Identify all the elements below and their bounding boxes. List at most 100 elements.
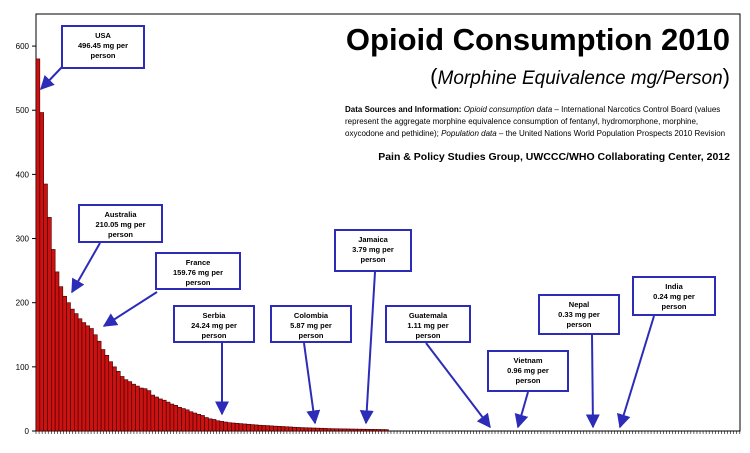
bar bbox=[288, 426, 293, 432]
callout-unit: person bbox=[201, 331, 227, 340]
population-data-text: – the United Nations World Population Pr… bbox=[496, 129, 726, 138]
bar bbox=[315, 427, 320, 432]
callout-country: USA bbox=[95, 31, 111, 40]
consumption-data-label: Opioid consumption data bbox=[463, 105, 553, 114]
y-tick-label: 100 bbox=[16, 363, 30, 372]
callout-arrow bbox=[514, 391, 529, 429]
bar bbox=[365, 428, 370, 432]
bar bbox=[296, 427, 301, 432]
callout-unit: person bbox=[566, 320, 592, 329]
bar bbox=[254, 424, 259, 432]
consumption-data-text: – International Narcotics Control Board … bbox=[345, 105, 721, 138]
bar bbox=[276, 426, 282, 432]
bar bbox=[96, 340, 102, 432]
bar bbox=[185, 409, 190, 432]
callout-unit: person bbox=[90, 51, 116, 60]
callout-country: Nepal bbox=[568, 300, 590, 309]
callout-country: Colombia bbox=[293, 311, 329, 320]
bar bbox=[66, 302, 71, 432]
callout-country: Jamaica bbox=[358, 235, 388, 244]
bar bbox=[330, 428, 336, 432]
callout-arrow bbox=[40, 66, 63, 91]
callout-country: India bbox=[665, 282, 683, 291]
bar bbox=[116, 371, 121, 432]
bar bbox=[227, 422, 232, 432]
bar bbox=[299, 427, 305, 432]
bar bbox=[181, 408, 186, 432]
bar bbox=[158, 398, 163, 432]
bar bbox=[242, 423, 247, 432]
bar bbox=[112, 366, 117, 432]
bar bbox=[342, 428, 347, 432]
bar bbox=[139, 387, 144, 432]
bar bbox=[47, 217, 52, 432]
bar bbox=[51, 249, 56, 432]
bar bbox=[384, 429, 389, 432]
bar bbox=[39, 112, 44, 432]
callout-india: India 0.24 mg per person bbox=[632, 276, 716, 316]
callout-value: 0.24 mg per bbox=[653, 292, 695, 301]
bar bbox=[62, 295, 67, 432]
sources-label: Data Sources and Information: bbox=[345, 105, 462, 114]
callout-nepal: Nepal 0.33 mg per person bbox=[538, 294, 620, 335]
bar bbox=[265, 425, 270, 432]
bar bbox=[361, 428, 366, 432]
bar bbox=[231, 422, 236, 432]
bar bbox=[326, 428, 332, 432]
bar bbox=[273, 425, 278, 432]
bar bbox=[119, 376, 125, 432]
bar bbox=[142, 388, 148, 432]
callout-value: 0.96 mg per bbox=[507, 366, 549, 375]
callout-vietnam: Vietnam 0.96 mg per person bbox=[487, 350, 569, 392]
callout-unit: person bbox=[185, 278, 211, 287]
callout-guatemala: Guatemala 1.11 mg per person bbox=[385, 305, 471, 343]
callout-unit: person bbox=[515, 376, 541, 385]
callout-country: Serbia bbox=[202, 311, 226, 320]
bar bbox=[123, 379, 129, 432]
y-tick-label: 400 bbox=[16, 170, 30, 179]
bar bbox=[338, 428, 343, 432]
bar bbox=[269, 425, 274, 432]
y-tick-label: 600 bbox=[16, 42, 30, 51]
bar bbox=[146, 390, 152, 432]
callout-country: Vietnam bbox=[513, 356, 543, 365]
bar bbox=[211, 419, 217, 432]
bar bbox=[93, 334, 98, 432]
bar bbox=[280, 426, 286, 432]
bar bbox=[192, 412, 198, 432]
bar bbox=[196, 414, 201, 432]
callout-arrow bbox=[425, 342, 491, 429]
callout-arrow bbox=[102, 291, 158, 327]
bar bbox=[208, 418, 213, 432]
bar bbox=[215, 420, 221, 432]
bar bbox=[372, 429, 378, 432]
bar bbox=[100, 349, 106, 432]
bar bbox=[303, 427, 309, 432]
chart-subtitle: (Morphine Equivalence mg/Person) bbox=[430, 64, 730, 89]
y-tick-label: 500 bbox=[16, 106, 30, 115]
callout-unit: person bbox=[298, 331, 324, 340]
callout-country: Australia bbox=[104, 210, 137, 219]
callout-arrow bbox=[585, 334, 600, 429]
bar bbox=[284, 426, 290, 432]
bar bbox=[169, 403, 175, 432]
bar bbox=[81, 322, 87, 432]
bar bbox=[380, 429, 385, 432]
bar bbox=[127, 381, 133, 432]
callout-australia: Australia 210.05 mg per person bbox=[78, 204, 163, 243]
callout-arrow bbox=[303, 342, 321, 425]
callout-arrow bbox=[359, 271, 376, 425]
bar bbox=[104, 354, 110, 432]
bar bbox=[200, 415, 205, 432]
bar bbox=[311, 427, 316, 432]
bar bbox=[292, 426, 297, 432]
bar bbox=[173, 405, 179, 432]
bar bbox=[150, 394, 156, 432]
bar bbox=[162, 399, 167, 432]
bar bbox=[357, 428, 362, 432]
bar bbox=[246, 423, 251, 432]
bar bbox=[85, 325, 90, 432]
bar bbox=[54, 271, 60, 432]
y-tick-label: 300 bbox=[16, 235, 30, 244]
